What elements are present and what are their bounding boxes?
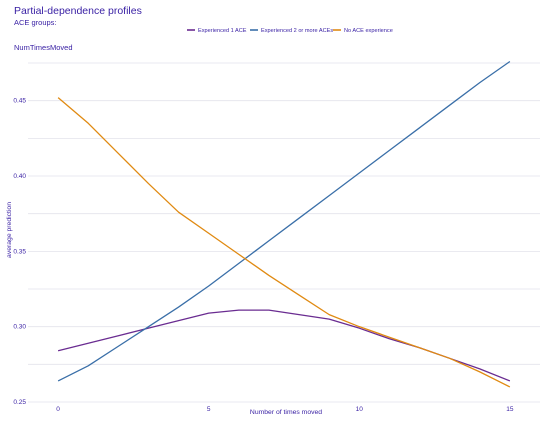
y-axis-label: average prediction [6, 202, 13, 258]
series-line [57, 97, 511, 388]
x-tick-label: 0 [56, 406, 60, 413]
x-tick-label: 5 [207, 406, 211, 413]
y-tick-label: 0.25 [13, 399, 26, 406]
legend: Experienced 1 ACE Experienced 2 or more A… [187, 28, 393, 34]
legend-label: Experienced 2 or more ACEs [261, 28, 333, 34]
x-tick-label: 10 [356, 406, 364, 413]
series-line [57, 309, 511, 382]
legend-item: Experienced 1 ACE [187, 28, 247, 34]
series-lines [57, 60, 511, 388]
y-tick-label: 0.45 [13, 98, 26, 105]
y-tick-label: 0.40 [13, 173, 26, 180]
x-axis-ticks: 0 5 10 15 [56, 406, 514, 413]
chart-subtitle: ACE groups: [14, 18, 57, 27]
legend-label: Experienced 1 ACE [198, 28, 247, 34]
legend-label: No ACE experience [344, 28, 393, 34]
series-line [57, 60, 511, 382]
y-tick-label: 0.35 [13, 248, 26, 255]
legend-item: Experienced 2 or more ACEs [250, 28, 333, 34]
y-tick-label: 0.30 [13, 324, 26, 331]
facet-label: NumTimesMoved [14, 43, 72, 52]
legend-item: No ACE experience [333, 28, 393, 34]
y-axis-ticks: 0.25 0.30 0.35 0.40 0.45 [13, 98, 26, 406]
gridlines [28, 62, 540, 403]
x-axis-label: Number of times moved [250, 409, 322, 416]
x-tick-label: 15 [506, 406, 514, 413]
chart-title: Partial-dependence profiles [14, 5, 142, 17]
